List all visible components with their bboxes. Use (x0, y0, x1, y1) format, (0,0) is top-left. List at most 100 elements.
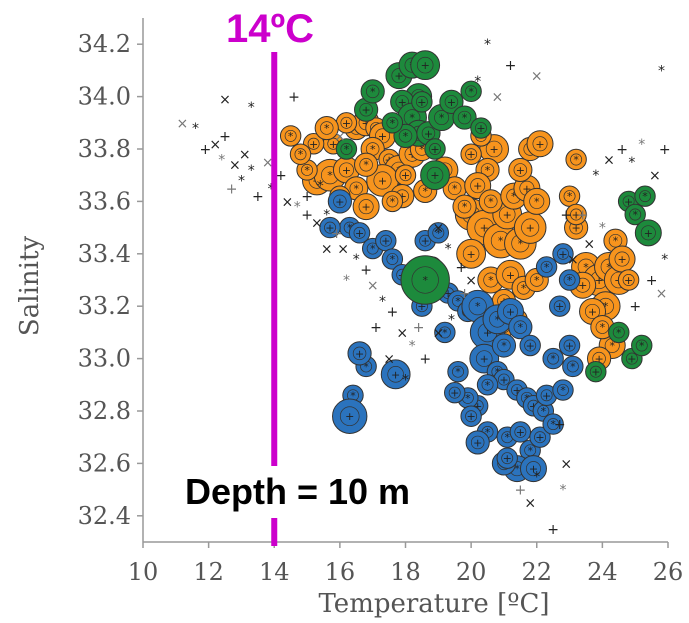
data-point-cross: + (473, 180, 482, 193)
data-point-blue (509, 421, 532, 443)
y-tick-label: 34.2 (78, 30, 131, 58)
data-point-marker: × (367, 278, 379, 294)
data-point-marker: * (661, 252, 668, 268)
data-point-cross: + (555, 300, 564, 313)
data-point-cross: + (578, 279, 587, 292)
data-point-cross: * (527, 444, 533, 457)
data-point-blue (381, 248, 404, 270)
data-point-marker: * (323, 208, 330, 224)
data-point-cross: * (485, 426, 491, 439)
data-point-cross: + (572, 209, 581, 222)
data-point-cross: * (462, 201, 468, 214)
data-point-marker: × (603, 152, 615, 168)
data-point-marker: * (560, 483, 567, 499)
data-point-cross: * (419, 143, 425, 156)
data-point-marker: + (455, 260, 467, 276)
data-point-ring (284, 129, 297, 142)
data-point-marker: + (577, 208, 589, 224)
data-point-marker: × (229, 158, 241, 174)
data-point-ring (468, 297, 487, 316)
data-point-ring (557, 384, 569, 397)
data-point-ring (294, 148, 307, 161)
data-point-orange (565, 203, 587, 226)
data-point-cross: * (475, 300, 481, 313)
data-point-cross: + (588, 305, 597, 318)
data-point-ring (614, 251, 630, 267)
data-point-ring (635, 339, 648, 352)
data-point-ring (386, 116, 399, 129)
data-point-ring (470, 178, 486, 194)
data-point-cross: + (512, 384, 521, 397)
data-point-ring (386, 195, 399, 208)
data-point-marker: + (360, 263, 372, 279)
data-point-ring (513, 163, 528, 177)
data-point-ring (320, 121, 334, 135)
data-point-ring (340, 143, 353, 155)
data-point-marker: + (199, 142, 211, 158)
data-point-cross: + (381, 235, 390, 248)
data-point-green (335, 138, 358, 160)
data-point-cross: + (467, 410, 476, 423)
data-point-ring (497, 373, 510, 386)
x-tick-label: 10 (128, 558, 159, 586)
data-point-marker: × (396, 325, 408, 341)
data-point-ring (434, 110, 450, 126)
data-point-green (360, 79, 385, 104)
data-point-blue (434, 321, 456, 344)
data-point-green (634, 185, 656, 207)
data-point-cross: * (324, 122, 330, 135)
data-point-ring (570, 208, 583, 221)
data-point-cross: * (354, 182, 360, 195)
x-tick-label: 24 (587, 558, 618, 586)
data-point-marker: * (294, 200, 301, 216)
data-point-marker: × (649, 168, 661, 184)
data-point-cross: + (424, 127, 433, 140)
y-tick-label: 33.0 (78, 345, 131, 373)
x-tick-label: 14 (259, 558, 290, 586)
data-point-cross: + (467, 248, 476, 261)
data-point-ring (501, 452, 514, 465)
data-point-ring (530, 273, 544, 287)
data-point-marker: * (599, 221, 606, 237)
data-point-marker: + (288, 90, 300, 106)
data-point-green (424, 138, 446, 160)
data-point-cross: * (370, 143, 376, 156)
data-point-marker: * (238, 173, 245, 189)
data-point-ring (563, 190, 576, 203)
annotations: 14ºC Depth = 10 m (180, 7, 450, 546)
data-point-ring (563, 274, 576, 286)
data-point-marker: × (465, 273, 477, 289)
data-point-marker: + (331, 226, 343, 242)
data-point-cross: + (591, 366, 600, 379)
data-point-cross: * (485, 164, 491, 177)
data-point-cross: * (465, 392, 471, 405)
data-point-ring (338, 162, 354, 178)
data-point-ring (566, 360, 579, 373)
data-point-ring (353, 226, 366, 239)
data-point-ring (595, 320, 610, 334)
data-point-ring (365, 84, 380, 99)
data-point-marker: + (419, 352, 431, 368)
data-point-cross: + (535, 431, 544, 444)
data-point-cross: + (503, 452, 512, 465)
data-point-ring (589, 365, 602, 378)
data-point-green (381, 112, 404, 134)
data-point-marker: × (432, 221, 444, 237)
data-point-marker: × (334, 129, 346, 145)
data-point-cross: + (335, 195, 344, 208)
data-point-cross: + (355, 347, 364, 360)
data-point-cross: * (344, 143, 350, 156)
data-point-cross: * (436, 227, 442, 240)
data-point-ring (452, 365, 464, 378)
data-point-cross: * (521, 282, 527, 295)
data-point-cross: + (489, 143, 498, 156)
data-point-marker: * (409, 339, 416, 355)
depth-label: Depth = 10 m (185, 471, 410, 512)
y-tick-label: 32.4 (78, 502, 131, 530)
data-point-marker: + (413, 320, 425, 336)
data-point-ring (465, 148, 478, 161)
data-point-cross: * (403, 130, 409, 143)
data-point-cross: + (421, 59, 430, 72)
data-point-marker: * (474, 74, 481, 90)
